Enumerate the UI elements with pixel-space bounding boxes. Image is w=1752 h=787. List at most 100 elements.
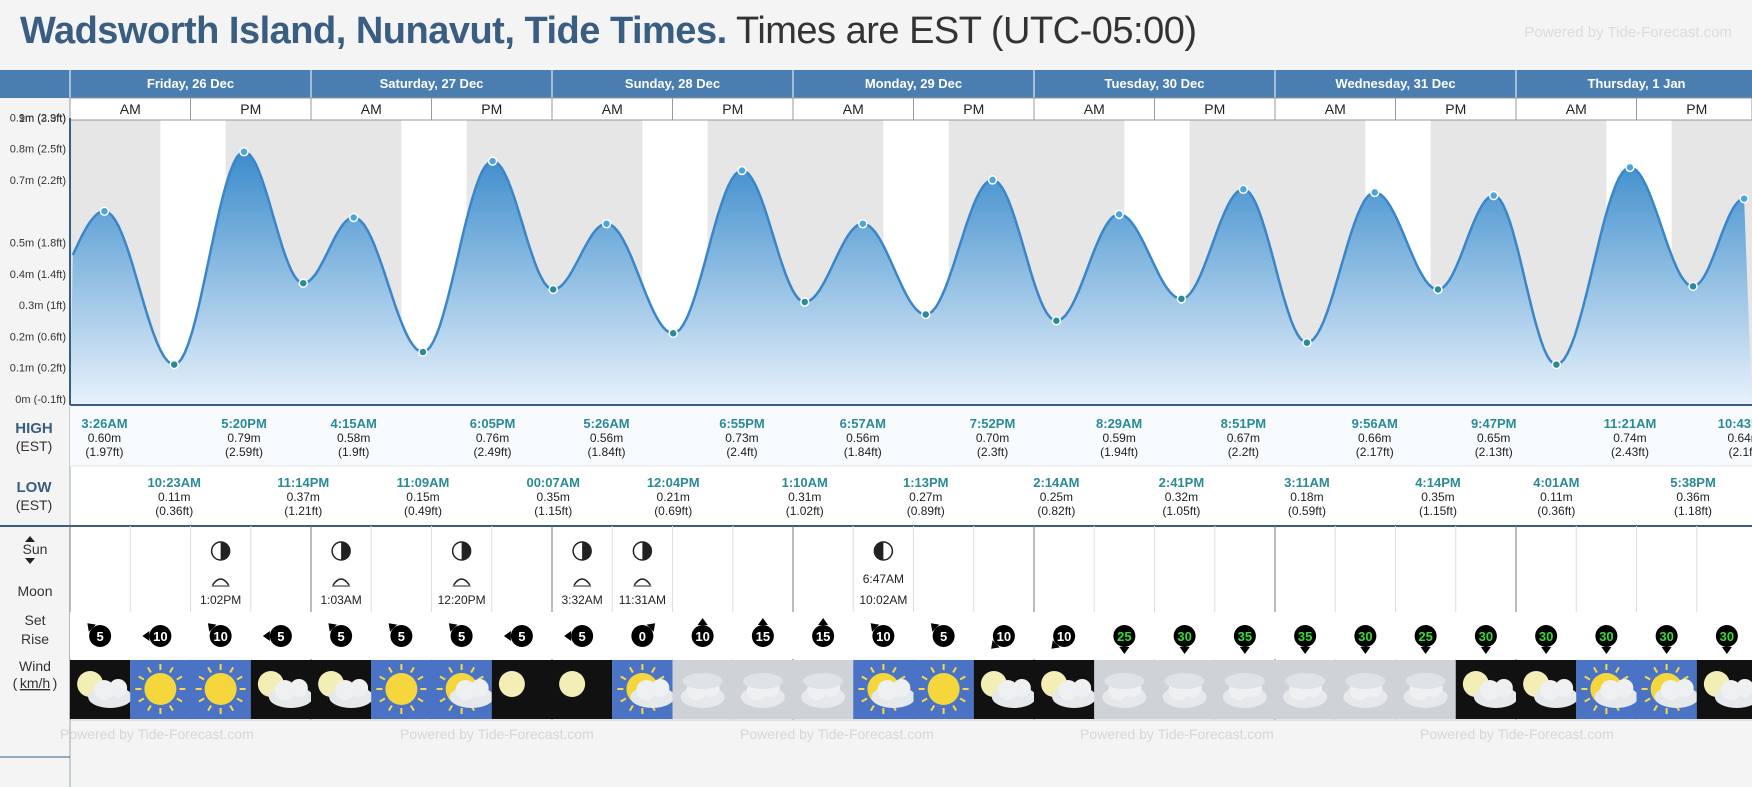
sun-ray — [1644, 697, 1651, 703]
sun-ray — [629, 704, 634, 712]
sun-ray — [1622, 675, 1629, 681]
sun-ray — [176, 675, 183, 681]
sun-ray — [138, 675, 145, 681]
low-tide-marker[interactable] — [548, 284, 558, 295]
low-height-ft: (0.59ft) — [1288, 504, 1326, 518]
high-tide-marker[interactable] — [239, 146, 249, 157]
day-label-2: Sunday, 28 Dec — [625, 76, 720, 91]
cloud-icon — [742, 673, 783, 689]
cloud-puff — [877, 680, 898, 700]
high-tide-marker[interactable] — [987, 175, 998, 185]
wind-icon: 10 — [991, 625, 1015, 649]
powered-by-repeat[interactable]: Powered by Tide-Forecast.com — [1420, 726, 1614, 742]
moonrise-time: 6:47AM — [863, 572, 904, 586]
low-time: 00:07AM — [526, 475, 579, 490]
low-tide-marker[interactable] — [1051, 316, 1062, 326]
high-height-ft: (2.13ft) — [1475, 445, 1513, 459]
wind-icon: 25 — [1113, 625, 1136, 654]
high-height-m: 0.56m — [846, 431, 879, 445]
moonset-icon — [633, 578, 651, 586]
high-height-ft: (1.9ft) — [338, 445, 369, 459]
low-tide-marker[interactable] — [668, 328, 678, 339]
wind-unit-paren: ) — [53, 675, 58, 691]
high-tide-marker[interactable] — [601, 218, 612, 229]
high-est-label: (EST) — [16, 438, 53, 454]
wind-speed: 10 — [876, 629, 890, 644]
high-tide-marker[interactable] — [1369, 187, 1380, 198]
wind-speed: 10 — [1057, 629, 1071, 644]
low-tide-marker[interactable] — [1302, 337, 1312, 348]
wind-speed: 5 — [458, 629, 465, 644]
low-height-m: 0.25m — [1040, 490, 1073, 504]
y-tick-top: 1m (3.3ft) — [19, 113, 66, 125]
cloud-puff — [1615, 679, 1634, 697]
low-time: 1:10AM — [782, 475, 828, 490]
moonset-icon — [332, 578, 350, 586]
low-tide-marker[interactable] — [298, 278, 309, 288]
am-label: AM — [602, 101, 623, 117]
cloud-puff — [1720, 680, 1741, 700]
wind-icon: 15 — [812, 618, 835, 647]
high-time: 3:26AM — [81, 416, 127, 431]
cloud-puff — [109, 679, 128, 697]
day-label-5: Wednesday, 31 Dec — [1335, 76, 1455, 91]
cloud-puff — [1479, 680, 1500, 700]
cloud-puff — [892, 679, 911, 697]
low-height-ft: (0.82ft) — [1037, 504, 1075, 518]
high-tide-marker[interactable] — [487, 156, 498, 166]
high-tide-marker[interactable] — [1114, 209, 1124, 220]
sun-ray — [861, 697, 868, 703]
ampm-row — [69, 97, 1752, 121]
day-label-1: Saturday, 27 Dec — [380, 76, 484, 91]
low-time: 5:38PM — [1670, 475, 1716, 490]
high-tide-marker[interactable] — [1625, 162, 1635, 173]
high-height-ft: (2.2ft) — [1228, 445, 1259, 459]
side-col — [0, 405, 70, 787]
wind-icon: 10 — [870, 623, 895, 647]
high-height-ft: (2.43ft) — [1611, 445, 1649, 459]
powered-by-repeat[interactable]: Powered by Tide-Forecast.com — [400, 726, 594, 742]
low-tide-marker[interactable] — [418, 347, 428, 357]
powered-by-top[interactable]: Powered by Tide-Forecast.com — [1524, 24, 1732, 41]
day-header-bar — [0, 70, 1752, 98]
powered-by-repeat[interactable]: Powered by Tide-Forecast.com — [1080, 726, 1274, 742]
sun-ray — [930, 704, 935, 712]
wind-icon: 35 — [1233, 625, 1256, 654]
high-tide-marker[interactable] — [1488, 190, 1499, 201]
sun-ray — [198, 675, 205, 681]
low-time: 2:14AM — [1033, 475, 1079, 490]
low-tide-marker[interactable] — [1433, 284, 1443, 295]
timezone-label: Times are EST (UTC-05:00) — [736, 10, 1197, 52]
low-tide-marker[interactable] — [1551, 359, 1562, 370]
wind-icon: 5 — [328, 623, 353, 647]
sun-ray — [892, 666, 897, 674]
wind-unit-link[interactable]: km/h — [20, 675, 50, 691]
low-tide-marker[interactable] — [1176, 294, 1187, 304]
day-label-6: Thursday, 1 Jan — [1587, 76, 1685, 91]
high-tide-marker[interactable] — [1739, 193, 1749, 204]
low-tide-marker[interactable] — [1688, 281, 1698, 292]
wind-speed: 0 — [639, 629, 646, 644]
sun-ray — [1593, 666, 1598, 674]
high-height-ft: (1.97ft) — [85, 445, 123, 459]
y-tick-label: 0.8m (2.5ft) — [10, 144, 66, 156]
high-tide-marker[interactable] — [348, 212, 359, 223]
low-tide-marker[interactable] — [921, 309, 931, 320]
wind-icon: 30 — [1595, 625, 1618, 654]
low-tide-marker[interactable] — [169, 359, 179, 370]
high-tide-marker[interactable] — [858, 218, 868, 229]
powered-by-repeat[interactable]: Powered by Tide-Forecast.com — [740, 726, 934, 742]
wind-speed: 10 — [213, 629, 227, 644]
sun-ray — [236, 675, 243, 681]
high-tide-marker[interactable] — [1238, 184, 1249, 195]
wind-speed: 30 — [1539, 629, 1553, 644]
pm-label: PM — [481, 101, 502, 117]
wind-icon: 5 — [564, 625, 594, 647]
low-tide-marker[interactable] — [799, 297, 810, 307]
wind-icon: 30 — [1655, 625, 1678, 654]
high-tide-marker[interactable] — [99, 206, 110, 216]
powered-by-repeat[interactable]: Powered by Tide-Forecast.com — [60, 726, 254, 742]
wind-icon: 15 — [751, 618, 774, 647]
high-tide-marker[interactable] — [737, 165, 747, 176]
cloud-puff — [470, 679, 489, 697]
